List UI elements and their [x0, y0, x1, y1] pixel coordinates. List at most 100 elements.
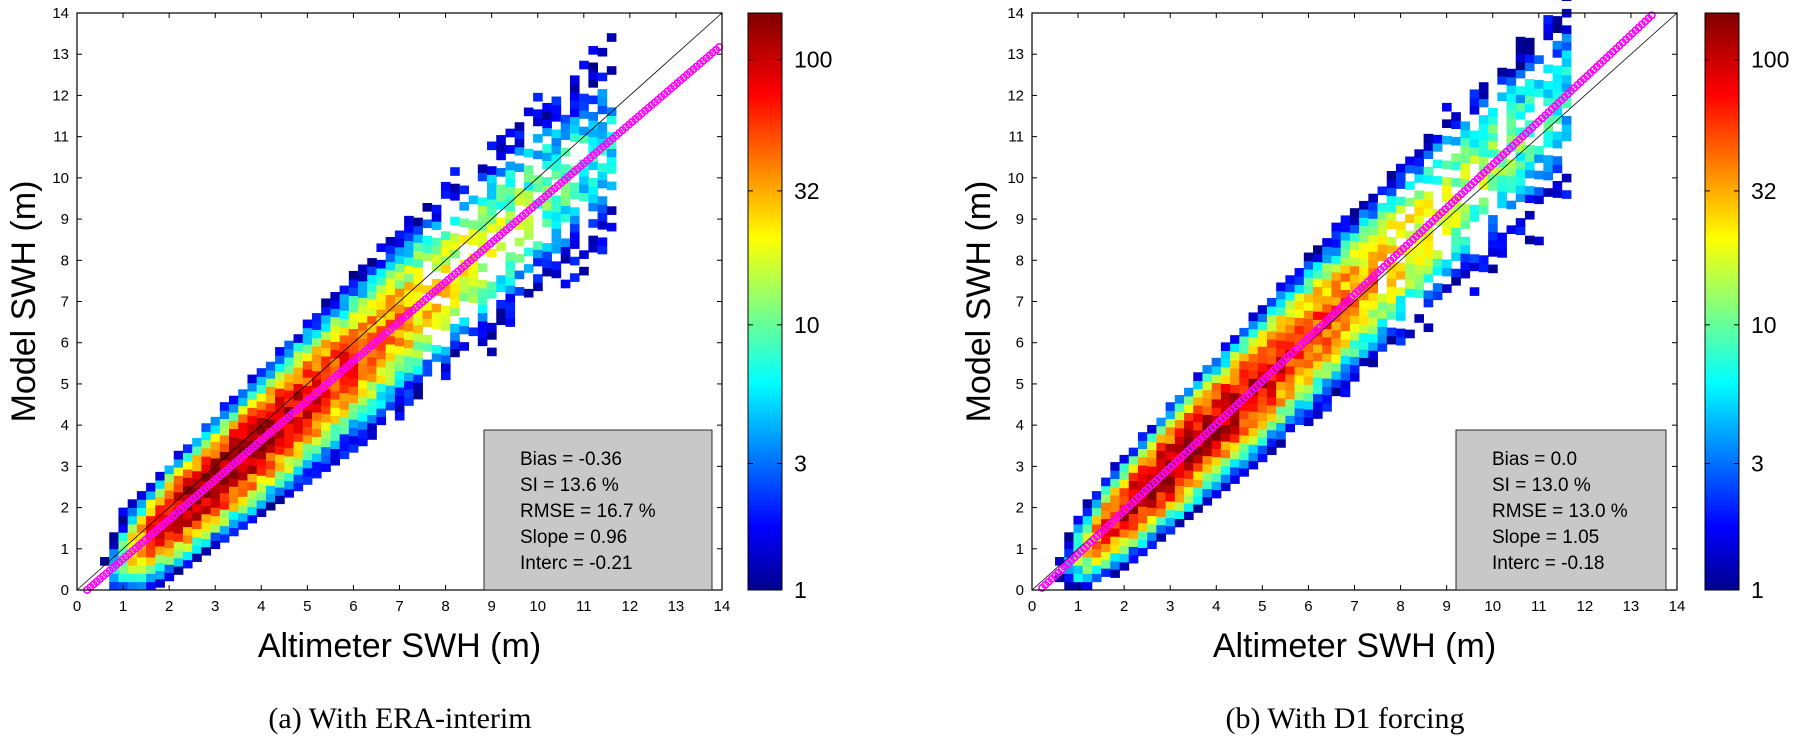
heatmap-cell: [1257, 338, 1268, 347]
stats-box: Bias = 0.0 SI = 13.0 % RMSE = 13.0 % Slo…: [1455, 429, 1667, 591]
heatmap-cell: [1285, 415, 1295, 425]
heatmap-cell: [1552, 82, 1563, 91]
heatmap-cell: [284, 406, 294, 416]
heatmap-cell: [1432, 159, 1443, 169]
x-axis-label: Altimeter SWH (m): [258, 627, 541, 665]
heatmap-cell: [1460, 129, 1471, 139]
heatmap-cell: [1442, 210, 1452, 219]
heatmap-cell: [1349, 373, 1360, 382]
heatmap-cell: [1091, 573, 1102, 583]
heatmap-cell: [560, 164, 571, 173]
heatmap-cell: [1497, 174, 1507, 184]
heatmap-cell: [1230, 359, 1240, 369]
heatmap-cell: [413, 366, 423, 375]
heatmap-cell: [1395, 336, 1406, 346]
heatmap-cell: [597, 237, 608, 247]
heatmap-cell: [247, 415, 258, 425]
heatmap-cell: [1257, 453, 1268, 463]
y-tick-label: 10: [52, 170, 69, 187]
heatmap-cell: [1478, 197, 1489, 207]
heatmap-cell: [1313, 294, 1323, 304]
heatmap-cell: [1220, 375, 1231, 384]
heatmap-cell: [1349, 348, 1360, 357]
heatmap-cell: [588, 219, 598, 228]
heatmap-cell: [1515, 110, 1526, 120]
heatmap-cell: [1359, 250, 1369, 260]
heatmap-cell: [210, 433, 221, 442]
heatmap-cell: [1469, 147, 1480, 156]
heatmap-cell: [1451, 244, 1461, 253]
heatmap-cell: [1524, 144, 1535, 154]
colorbar-gradient: [747, 12, 783, 591]
heatmap-cell: [1266, 413, 1277, 423]
heatmap-cell: [1202, 389, 1213, 399]
heatmap-cell: [219, 426, 230, 436]
x-tick-label: 14: [1669, 598, 1686, 615]
heatmap-cell: [1460, 212, 1471, 221]
heatmap-cell: [109, 565, 119, 574]
heatmap-cell: [1442, 193, 1452, 203]
heatmap-cell: [1147, 424, 1157, 434]
heatmap-cell: [1239, 418, 1249, 428]
heatmap-cell: [256, 483, 267, 493]
heatmap-cell: [1552, 139, 1563, 149]
heatmap-cell: [348, 320, 359, 330]
heatmap-cell: [164, 473, 175, 483]
heatmap-cell: [579, 110, 589, 119]
heatmap-cell: [1091, 499, 1102, 508]
heatmap-cell: [1423, 240, 1434, 250]
heatmap-cell: [164, 539, 175, 549]
heatmap-cell: [1460, 269, 1471, 279]
heatmap-cell: [1266, 347, 1277, 357]
heatmap-cell: [551, 104, 562, 114]
heatmap-cell: [1174, 427, 1185, 437]
heatmap-cell: [560, 114, 571, 124]
x-tick-label: 1: [1074, 598, 1082, 615]
heatmap-cell: [551, 211, 562, 221]
heatmap-cell: [265, 485, 276, 495]
heatmap-cell: [367, 414, 377, 424]
heatmap-cell: [1285, 382, 1295, 392]
heatmap-cell: [275, 347, 285, 356]
heatmap-cell: [487, 174, 497, 184]
heatmap-cell: [192, 528, 202, 538]
heatmap-cell: [275, 413, 285, 422]
heatmap-cell: [1340, 281, 1351, 290]
heatmap-cell: [1515, 86, 1526, 95]
heatmap-cell: [302, 369, 313, 378]
heatmap-cell: [533, 175, 543, 184]
heatmap-cell: [1230, 417, 1240, 427]
heatmap-cell: [1174, 493, 1185, 503]
heatmap-cell: [459, 292, 469, 302]
heatmap-cell: [413, 390, 423, 400]
heatmap-cell: [431, 221, 442, 230]
heatmap-cell: [1368, 210, 1378, 219]
heatmap-cell: [1119, 520, 1130, 530]
colorbar-tick-label: 3: [794, 450, 807, 476]
heatmap-cell: [431, 204, 442, 214]
heatmap-cell: [1414, 256, 1424, 266]
heatmap-cell: [201, 431, 211, 441]
x-tick-label: 9: [1442, 598, 1450, 615]
heatmap-cell: [1239, 402, 1249, 411]
heatmap-cell: [1248, 312, 1259, 322]
heatmap-cell: [1377, 252, 1388, 262]
heatmap-cell: [1359, 266, 1369, 276]
heatmap-cell: [1552, 73, 1563, 83]
heatmap-cell: [1368, 342, 1378, 351]
heatmap-cell: [1423, 257, 1434, 267]
heatmap-cell: [1432, 258, 1443, 268]
heatmap-cell: [1276, 298, 1286, 308]
heatmap-cell: [569, 108, 580, 118]
y-tick-label: 12: [1007, 87, 1024, 104]
heatmap-cell: [265, 378, 276, 387]
heatmap-cell: [1220, 358, 1231, 368]
heatmap-cell: [606, 222, 617, 232]
panel-caption: (b) With D1 forcing: [1225, 702, 1464, 735]
heatmap-cell: [413, 316, 423, 326]
heatmap-cell: [505, 301, 516, 311]
y-tick-label: 3: [61, 458, 69, 475]
heatmap-cell: [256, 368, 267, 377]
heatmap-cell: [533, 183, 543, 193]
